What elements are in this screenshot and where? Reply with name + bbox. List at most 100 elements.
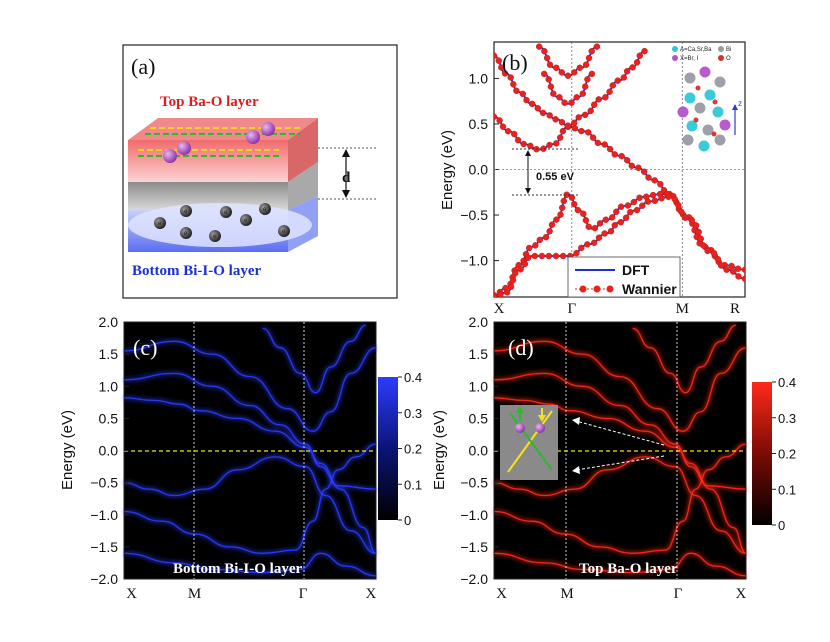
wannier-point [547, 83, 555, 90]
wannier-point [627, 208, 634, 216]
wannier-point [692, 222, 700, 229]
wannier-point [591, 224, 599, 232]
band-gap-marker: 0.55 eV [512, 148, 580, 196]
panel-b-plot-area [494, 42, 745, 297]
wannier-point [511, 130, 518, 138]
crystal-structure-inset: A=Ca,Sr,Ba Bi X=Br, I O z [672, 46, 742, 152]
ytick-label: −2.0 [460, 571, 488, 587]
panel-b-label: (b) [502, 50, 528, 75]
wannier-point [582, 61, 590, 68]
band-line [493, 456, 747, 554]
wannier-point [497, 291, 504, 297]
wannier-point [657, 180, 664, 188]
colorbar-tick-label: 0 [404, 513, 411, 528]
wannier-point [623, 68, 631, 75]
wannier-point [513, 87, 520, 95]
wannier-point [588, 70, 596, 78]
wannier-point [514, 136, 522, 144]
ytick-label: 1.5 [469, 346, 489, 362]
wannier-point [658, 195, 665, 202]
xtick-label: X [366, 586, 377, 602]
wannier-point [624, 202, 632, 209]
electrons: e e e e e e e e [154, 203, 290, 242]
electron-icon [278, 225, 290, 237]
crystal-atom [712, 106, 724, 118]
panel-d-overlay-title: Top Ba-O layer [579, 561, 678, 577]
wannier-point [582, 217, 590, 224]
wannier-point [504, 127, 512, 135]
wannier-point [601, 141, 608, 148]
wannier-point [538, 252, 546, 260]
wannier-point [548, 221, 556, 228]
crystal-atom [686, 120, 698, 132]
wannier-point [534, 105, 541, 112]
wannier-point [618, 152, 625, 160]
wannier-point [602, 216, 609, 223]
wannier-point [635, 164, 642, 172]
wannier-point [564, 72, 572, 79]
distance-label: d [342, 170, 351, 186]
wannier-point [622, 214, 630, 222]
wannier-point [602, 94, 609, 101]
wannier-point [714, 256, 722, 263]
crystal-atom [684, 72, 696, 84]
wannier-point [536, 236, 543, 244]
band-line [123, 443, 377, 554]
wannier-point [539, 109, 547, 117]
panel-b-ytick-label: −0.5 [460, 207, 488, 223]
xtick-label: X [496, 586, 507, 602]
inset-legend-Bi: Bi [726, 47, 731, 53]
wannier-point [606, 88, 613, 95]
wannier-point [682, 214, 689, 221]
wannier-point [609, 214, 616, 221]
wannier-point [585, 54, 593, 62]
ytick-label: −2.0 [90, 571, 118, 587]
panel-d: (d) Top Ba-O layer Energy (eV) 2.0 1.5 1.0… [431, 314, 796, 602]
wannier-point [601, 230, 608, 237]
panel-b-ytick-label: −1.0 [460, 253, 488, 269]
wannier-point [501, 70, 509, 77]
crystal-atom [702, 124, 714, 136]
crystal-atom [695, 85, 701, 91]
wannier-point [553, 216, 560, 223]
wannier-point [695, 228, 702, 236]
colorbar-tick-label: 0.3 [778, 411, 796, 426]
ytick-label: 0.5 [469, 410, 489, 426]
wannier-point [517, 266, 524, 273]
panel-b-xtick-label: X [494, 301, 505, 317]
electron-label: e [184, 231, 188, 237]
wannier-point [498, 64, 505, 71]
wannier-point [556, 94, 563, 101]
ytick-label: 0.5 [99, 410, 119, 426]
ytick-label: 0.0 [469, 443, 489, 459]
spin-electron-icon [261, 122, 275, 136]
ytick-label: −1.5 [90, 539, 118, 555]
wannier-point [542, 233, 550, 241]
electron-label: e [282, 229, 286, 235]
wannier-point [636, 52, 643, 59]
crystal-atom [694, 102, 706, 114]
wannier-point [559, 252, 567, 260]
wannier-point [730, 268, 737, 275]
wannier-point [585, 223, 592, 230]
panel-a: (a) Top Ba-O layer [122, 44, 398, 299]
crystal-atom [682, 134, 694, 146]
ytick-label: −1.0 [460, 507, 488, 523]
wannier-point [704, 247, 711, 255]
band-line [493, 552, 747, 577]
electron-label: e [224, 210, 228, 216]
ytick-label: 2.0 [469, 314, 489, 330]
wannier-point [557, 134, 564, 141]
wannier-point [735, 273, 742, 280]
crystal-atom [712, 99, 718, 105]
wannier-point [617, 203, 625, 210]
wannier-point [531, 252, 538, 260]
wannier-point [734, 265, 742, 272]
wannier-point [641, 168, 648, 175]
bottom-layer-label: Bottom Bi-I-O layer [132, 263, 261, 279]
band-line [123, 552, 377, 577]
panel-c-ylabel: Energy (eV) [59, 410, 76, 490]
wannier-point [560, 197, 567, 205]
